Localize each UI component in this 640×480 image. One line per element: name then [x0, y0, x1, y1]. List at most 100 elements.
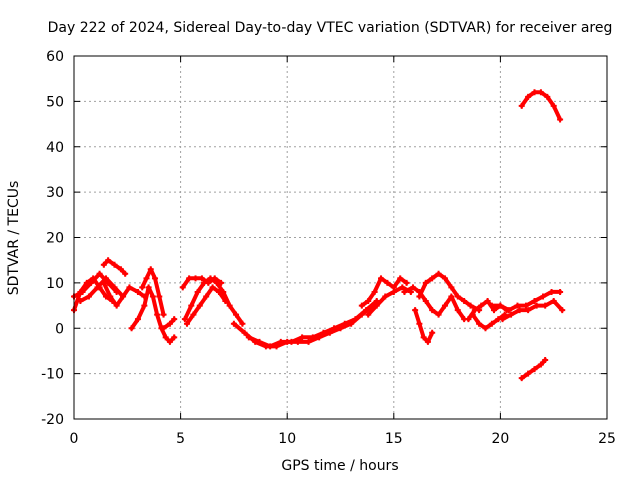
data-point — [412, 307, 419, 314]
data-point — [190, 311, 197, 318]
data-point — [160, 311, 167, 318]
data-point — [166, 338, 173, 345]
data-point — [100, 261, 107, 268]
data-point — [111, 284, 118, 291]
data-point — [222, 298, 229, 305]
series-arc-6 — [129, 285, 177, 344]
data-point — [320, 329, 327, 336]
data-point — [126, 284, 133, 291]
data-point — [100, 279, 107, 286]
data-point — [491, 307, 498, 314]
data-point — [401, 288, 408, 295]
y-tick-label: 40 — [46, 140, 64, 156]
data-point — [399, 284, 406, 291]
data-point — [429, 307, 436, 314]
data-point — [299, 334, 306, 341]
data-point — [143, 275, 150, 282]
data-point — [469, 311, 476, 318]
data-point — [122, 270, 129, 277]
data-point — [205, 279, 212, 286]
data-point — [85, 293, 92, 300]
data-point — [267, 343, 274, 350]
y-axis-label: SDTVAR / TECUs — [6, 181, 22, 296]
data-point — [378, 275, 385, 282]
data-point — [179, 284, 186, 291]
data-point — [239, 320, 246, 327]
data-point — [141, 302, 148, 309]
data-point — [149, 293, 156, 300]
data-point — [117, 266, 124, 273]
data-point — [454, 307, 461, 314]
data-point — [540, 293, 547, 300]
y-tick-label: 50 — [46, 94, 64, 110]
data-point — [196, 302, 203, 309]
axis-ticks: 0 5 10 15 20 25 -20 -10 0 10 20 30 40 50 60 — [41, 49, 616, 447]
data-point — [365, 311, 372, 318]
data-point — [429, 275, 436, 282]
x-tick-label: 20 — [491, 431, 509, 447]
y-tick-label: -10 — [41, 367, 64, 383]
data-point — [505, 307, 512, 314]
data-point — [531, 89, 538, 96]
data-point — [352, 316, 359, 323]
data-point — [435, 270, 442, 277]
data-point — [488, 302, 495, 309]
data-point — [525, 93, 532, 100]
data-point — [171, 334, 178, 341]
data-point — [435, 311, 442, 318]
data-point — [96, 270, 103, 277]
data-point — [508, 311, 515, 318]
data-point — [105, 257, 112, 264]
data-point — [531, 298, 538, 305]
data-point — [211, 275, 218, 282]
grid-lines — [74, 56, 607, 419]
data-point — [160, 325, 167, 332]
data-point — [111, 261, 118, 268]
data-point — [209, 284, 216, 291]
data-point — [476, 320, 483, 327]
data-point — [171, 316, 178, 323]
data-point — [134, 288, 141, 295]
data-point — [422, 279, 429, 286]
data-point — [416, 293, 423, 300]
data-point — [139, 284, 146, 291]
x-tick-label: 10 — [278, 431, 296, 447]
data-point — [550, 102, 557, 109]
data-point — [461, 298, 468, 305]
data-point — [277, 338, 284, 345]
data-point — [403, 279, 410, 286]
data-point — [497, 302, 504, 309]
data-point — [194, 288, 201, 295]
data-point — [448, 293, 455, 300]
data-point — [77, 298, 84, 305]
data-point — [384, 279, 391, 286]
y-tick-label: 10 — [46, 276, 64, 292]
data-point — [525, 307, 532, 314]
data-point — [397, 275, 404, 282]
data-point — [542, 302, 549, 309]
data-point — [373, 302, 380, 309]
data-point — [482, 325, 489, 332]
x-tick-label: 0 — [70, 431, 79, 447]
data-point — [188, 302, 195, 309]
data-point — [390, 288, 397, 295]
data-point — [382, 293, 389, 300]
data-point — [516, 307, 523, 314]
data-point — [233, 311, 240, 318]
data-point — [341, 320, 348, 327]
data-point — [181, 316, 188, 323]
data-point — [192, 275, 199, 282]
data-point — [79, 288, 86, 295]
data-point — [484, 298, 491, 305]
series-arc-16 — [402, 285, 467, 322]
data-point — [166, 320, 173, 327]
data-point — [203, 293, 210, 300]
data-point — [465, 316, 472, 323]
data-point — [128, 325, 135, 332]
data-point — [107, 293, 114, 300]
data-point — [309, 334, 316, 341]
data-point — [448, 284, 455, 291]
y-tick-label: 30 — [46, 185, 64, 201]
data-point — [113, 302, 120, 309]
